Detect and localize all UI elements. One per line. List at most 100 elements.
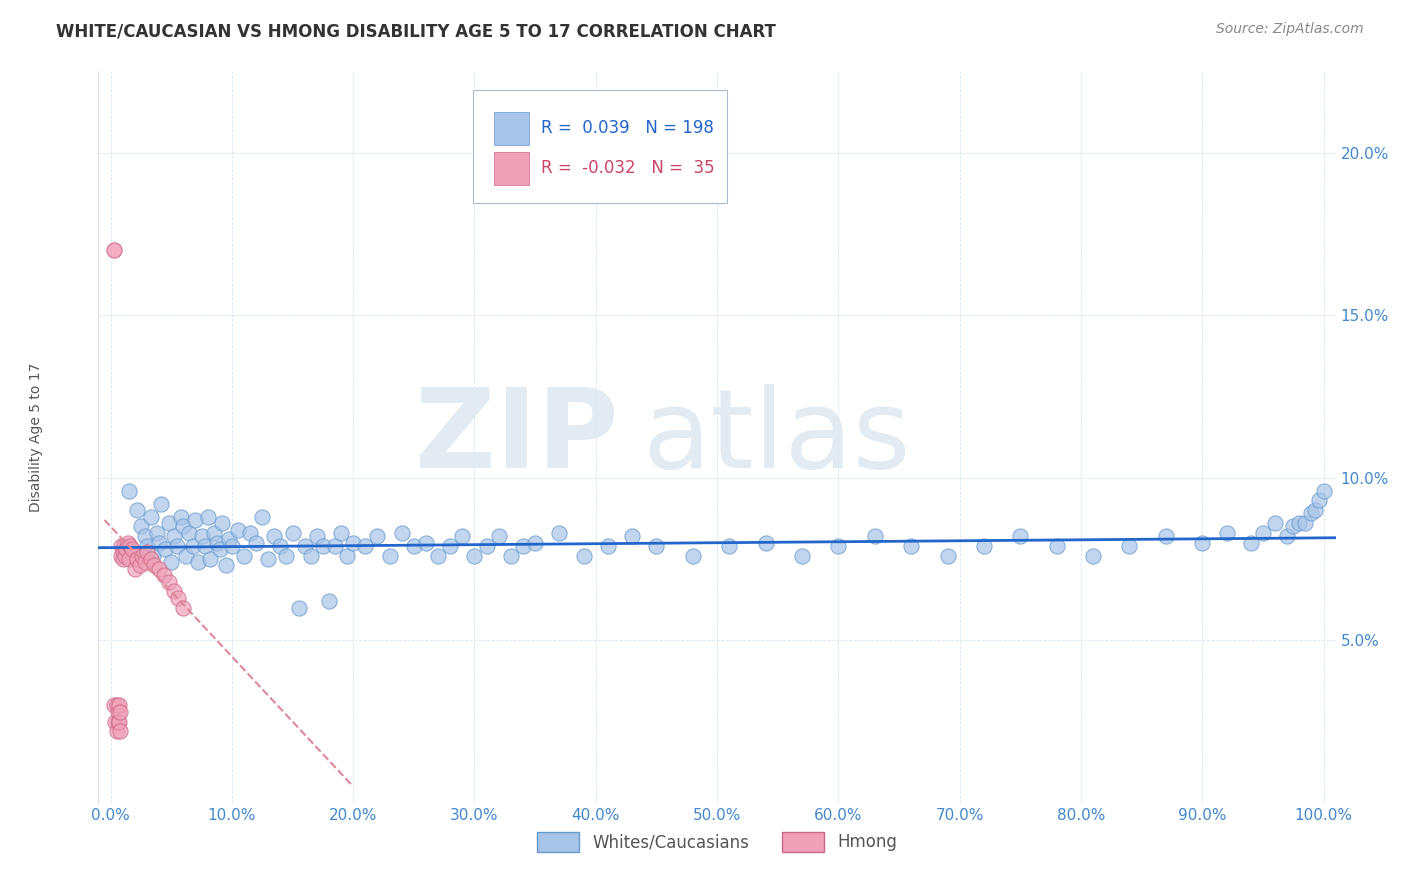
- Point: [118, 552, 141, 566]
- Text: R =  0.039   N = 198: R = 0.039 N = 198: [541, 119, 714, 137]
- Point: [197, 509, 219, 524]
- Point: [427, 549, 450, 563]
- Point: [682, 549, 704, 563]
- Point: [790, 549, 813, 563]
- Point: [512, 539, 534, 553]
- Point: [378, 549, 401, 563]
- Point: [269, 539, 291, 553]
- Legend: Whites/Caucasians, Hmong: Whites/Caucasians, Hmong: [529, 823, 905, 860]
- Point: [128, 558, 150, 573]
- Point: [160, 555, 183, 569]
- Point: [1303, 503, 1326, 517]
- Point: [1301, 507, 1323, 521]
- Point: [110, 705, 132, 719]
- Point: [1251, 526, 1274, 541]
- Point: [107, 705, 129, 719]
- Point: [215, 558, 238, 573]
- Point: [294, 539, 316, 553]
- Point: [142, 549, 165, 563]
- Point: [221, 539, 243, 553]
- FancyBboxPatch shape: [495, 152, 529, 185]
- Point: [250, 509, 273, 524]
- Point: [108, 714, 131, 729]
- Point: [863, 529, 886, 543]
- Point: [148, 535, 170, 549]
- Point: [172, 600, 194, 615]
- Point: [187, 555, 209, 569]
- Point: [121, 542, 143, 557]
- Point: [276, 549, 298, 563]
- Point: [1191, 535, 1213, 549]
- Point: [305, 529, 328, 543]
- Text: atlas: atlas: [643, 384, 911, 491]
- Y-axis label: Disability Age 5 to 17: Disability Age 5 to 17: [30, 362, 42, 512]
- Point: [1264, 516, 1286, 531]
- Point: [167, 591, 190, 605]
- Point: [136, 545, 159, 559]
- Point: [170, 509, 193, 524]
- Point: [336, 549, 359, 563]
- Point: [973, 539, 995, 553]
- Point: [755, 535, 778, 549]
- Point: [312, 539, 335, 553]
- Point: [1081, 549, 1104, 563]
- Point: [150, 497, 173, 511]
- Point: [415, 535, 437, 549]
- Point: [299, 549, 322, 563]
- Point: [134, 555, 156, 569]
- Point: [1118, 539, 1140, 553]
- Point: [1010, 529, 1032, 543]
- Point: [354, 539, 377, 553]
- Point: [105, 698, 128, 713]
- Point: [110, 549, 132, 563]
- Text: R =  -0.032   N =  35: R = -0.032 N = 35: [541, 160, 716, 178]
- Text: ZIP: ZIP: [415, 384, 619, 491]
- Point: [118, 539, 141, 553]
- Point: [621, 529, 644, 543]
- Point: [900, 539, 922, 553]
- Point: [263, 529, 285, 543]
- Point: [115, 542, 138, 557]
- Point: [1275, 529, 1298, 543]
- Point: [124, 562, 146, 576]
- Point: [342, 535, 364, 549]
- Point: [1215, 526, 1237, 541]
- Point: [162, 529, 184, 543]
- Point: [172, 519, 194, 533]
- Point: [1282, 519, 1305, 533]
- Point: [245, 535, 267, 549]
- Point: [1154, 529, 1177, 543]
- Point: [1240, 535, 1263, 549]
- Point: [105, 724, 128, 739]
- Point: [157, 516, 180, 531]
- Point: [439, 539, 461, 553]
- Point: [157, 574, 180, 589]
- Text: WHITE/CAUCASIAN VS HMONG DISABILITY AGE 5 TO 17 CORRELATION CHART: WHITE/CAUCASIAN VS HMONG DISABILITY AGE …: [56, 22, 776, 40]
- Point: [107, 714, 129, 729]
- Point: [110, 539, 132, 553]
- Point: [218, 533, 240, 547]
- Point: [112, 539, 135, 553]
- Point: [131, 549, 153, 563]
- Point: [1294, 516, 1316, 531]
- Point: [572, 549, 595, 563]
- Point: [181, 539, 204, 553]
- Point: [718, 539, 741, 553]
- Point: [318, 594, 340, 608]
- Point: [111, 552, 134, 566]
- Point: [127, 552, 149, 566]
- Point: [118, 483, 141, 498]
- Point: [148, 562, 170, 576]
- Point: [226, 523, 249, 537]
- FancyBboxPatch shape: [474, 90, 727, 203]
- Point: [110, 724, 132, 739]
- Point: [1312, 483, 1334, 498]
- Point: [129, 519, 152, 533]
- Point: [166, 539, 188, 553]
- Point: [463, 549, 485, 563]
- Point: [103, 243, 125, 257]
- Point: [239, 526, 262, 541]
- Point: [548, 526, 571, 541]
- Point: [198, 552, 221, 566]
- Point: [257, 552, 280, 566]
